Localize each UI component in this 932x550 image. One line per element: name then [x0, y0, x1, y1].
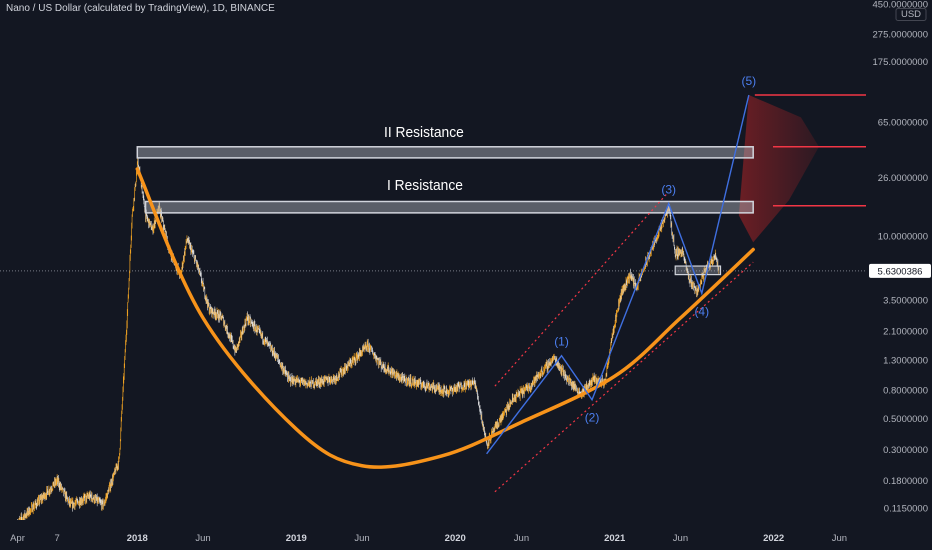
x-tick-label: 2020 — [445, 533, 466, 544]
x-tick-label: Jun — [195, 533, 210, 544]
x-tick-label: Apr — [10, 533, 25, 544]
x-tick-label: 2022 — [763, 533, 784, 544]
resistance-1-label: I Resistance — [387, 177, 463, 194]
chart-title: Nano / US Dollar (calculated by TradingV… — [6, 3, 275, 14]
y-tick-label: 0.3000000 — [883, 445, 928, 456]
x-tick-label: 2019 — [286, 533, 307, 544]
elliott-wave-path[interactable] — [486, 94, 750, 455]
y-tick-label: 65.0000000 — [878, 117, 928, 128]
wave-label: (2) — [585, 411, 600, 425]
y-tick-label: 0.1800000 — [883, 476, 928, 487]
wave-label: (5) — [741, 74, 756, 88]
y-tick-label: 0.1150000 — [884, 504, 928, 515]
current-price-label: 5.6300386 — [878, 266, 923, 277]
y-tick-label: 1.3000000 — [883, 356, 928, 367]
currency-selector[interactable] — [895, 8, 927, 21]
demand-zone[interactable] — [674, 265, 722, 276]
wave-label: (3) — [661, 183, 676, 197]
resistance-zone-1[interactable] — [144, 200, 754, 214]
y-tick-label: 450.0000000 — [873, 0, 928, 11]
wave-label: (4) — [694, 304, 709, 318]
channel-line-1[interactable] — [494, 193, 668, 387]
x-tick-label: 7 — [54, 533, 59, 544]
current-price-tag — [869, 263, 931, 278]
x-tick-label: Jun — [514, 533, 529, 544]
x-tick-label: Jun — [832, 533, 847, 544]
x-tick-label: 2018 — [127, 533, 148, 544]
projection-cone[interactable] — [738, 95, 819, 243]
x-tick-label: Jun — [354, 533, 369, 544]
resistance-2-label: II Resistance — [384, 124, 464, 141]
y-tick-label: 275.0000000 — [873, 30, 928, 41]
y-tick-label: 2.1000000 — [883, 327, 928, 338]
resistance-zone-2[interactable] — [136, 146, 754, 159]
x-tick-label: 2021 — [604, 533, 626, 544]
y-tick-label: 3.5000000 — [883, 295, 928, 306]
support-curve[interactable] — [135, 167, 755, 469]
y-tick-label: 0.8000000 — [883, 385, 928, 396]
y-tick-label: 26.0000000 — [878, 173, 928, 184]
y-tick-label: 0.5000000 — [883, 414, 928, 425]
y-unit-label: USD — [901, 9, 921, 20]
wave-label: (1) — [554, 335, 569, 349]
y-tick-label: 175.0000000 — [873, 57, 928, 68]
x-axis-panel[interactable] — [0, 520, 866, 550]
y-tick-label: 10.0000000 — [878, 231, 928, 242]
x-tick-label: Jun — [673, 533, 688, 544]
